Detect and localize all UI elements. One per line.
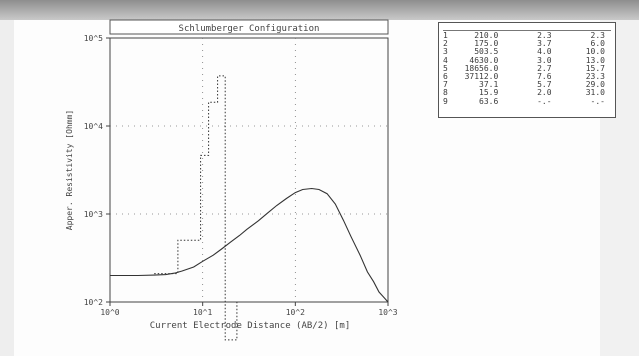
plot-frame [109,37,389,303]
x-axis-label: Current Electrode Distance (AB/2) [m] [150,321,350,331]
layer-table-row: 7 37.1 5.7 29.0 [443,81,611,89]
layer-number: 4 [443,55,448,65]
layer-table-row: 2 175.0 3.7 6.0 [443,39,611,49]
layer-number: 1 [443,31,448,40]
layer-resistivity: 18656.0 [464,63,499,73]
layer-table-row: 1 210.0 2.3 2.3 [443,31,611,40]
layer-table-row: 9 63.6 -.- -.- [443,96,611,106]
layer-number: 5 [443,63,448,73]
layer-table-grid: 1 210.0 2.3 2.3 2 175.0 3.7 6.0 3 503.5 4.0 10.0 4 46… [443,31,611,106]
layer-number: 6 [443,72,448,82]
layer-table-row: 8 15.9 2.0 31.0 [443,89,611,97]
layer-thickness: 4.0 [537,47,552,57]
layer-table-row: 6 37112.0 7.6 23.3 [443,72,611,82]
scan-left-edge [0,20,14,356]
x-tick-label: 10^1 [193,308,212,317]
layer-thickness: -.- [537,96,552,106]
layer-resistivity: 37.1 [479,80,499,90]
series-group [110,75,389,341]
layer-depth: 13.0 [585,55,605,65]
layer-table-row: 4 4630.0 3.0 13.0 [443,55,611,65]
y-tick-label: 10^5 [84,34,103,43]
layer-number: 3 [443,47,448,57]
layer-depth: -.- [590,96,605,106]
y-axis-label: Apper. Resistivity [Ohmm] [65,110,74,230]
layer-thickness: 3.7 [537,39,552,49]
layer-number: 2 [443,39,448,49]
layer-resistivity: 4630.0 [469,55,499,65]
chart-title: Schlumberger Configuration [179,24,320,34]
layer-depth: 31.0 [585,88,605,98]
layer-table-row: 3 503.5 4.0 10.0 [443,48,611,56]
layer-depth: 29.0 [585,80,605,90]
layer-number: 9 [443,96,448,106]
y-tick-label: 10^2 [84,298,103,307]
x-tick-label: 10^0 [100,308,119,317]
layer-table: 1 210.0 2.3 2.3 2 175.0 3.7 6.0 3 503.5 4.0 10.0 4 46… [438,22,616,118]
layer-thickness: 5.7 [537,80,552,90]
x-tick-label: 10^3 [378,308,397,317]
layer-model-step-line [154,75,238,341]
layer-thickness: 2.0 [537,88,552,98]
grid [110,38,388,302]
layer-depth: 10.0 [585,47,605,57]
layer-resistivity: 503.5 [474,47,499,57]
axis-ticks: 10^0 10^1 10^2 10^3 10^5 10^4 10^3 10^2 [84,34,398,317]
apparent-resistivity-curve [110,187,389,303]
layer-table-row: 5 18656.0 2.7 15.7 [443,63,611,73]
y-tick-label: 10^3 [84,210,103,219]
layer-depth: 15.7 [585,63,605,73]
layer-depth: 23.3 [585,72,605,82]
layer-resistivity: 15.9 [479,88,499,98]
layer-resistivity: 210.0 [474,31,499,40]
layer-number: 7 [443,80,448,90]
layer-resistivity: 175.0 [474,39,499,49]
layer-thickness: 7.6 [537,72,552,82]
layer-depth: 2.3 [590,31,605,40]
x-tick-label: 10^2 [286,308,305,317]
layer-number: 8 [443,88,448,98]
layer-resistivity: 37112.0 [464,72,499,82]
y-tick-label: 10^4 [84,122,103,131]
layer-thickness: 2.7 [537,63,552,73]
table-header-line [443,23,611,31]
layer-thickness: 2.3 [537,31,552,40]
title-box [109,19,389,35]
layer-depth: 6.0 [590,39,605,49]
scan-top-edge [0,0,639,20]
layer-thickness: 3.0 [537,55,552,65]
layer-resistivity: 63.6 [479,96,499,106]
